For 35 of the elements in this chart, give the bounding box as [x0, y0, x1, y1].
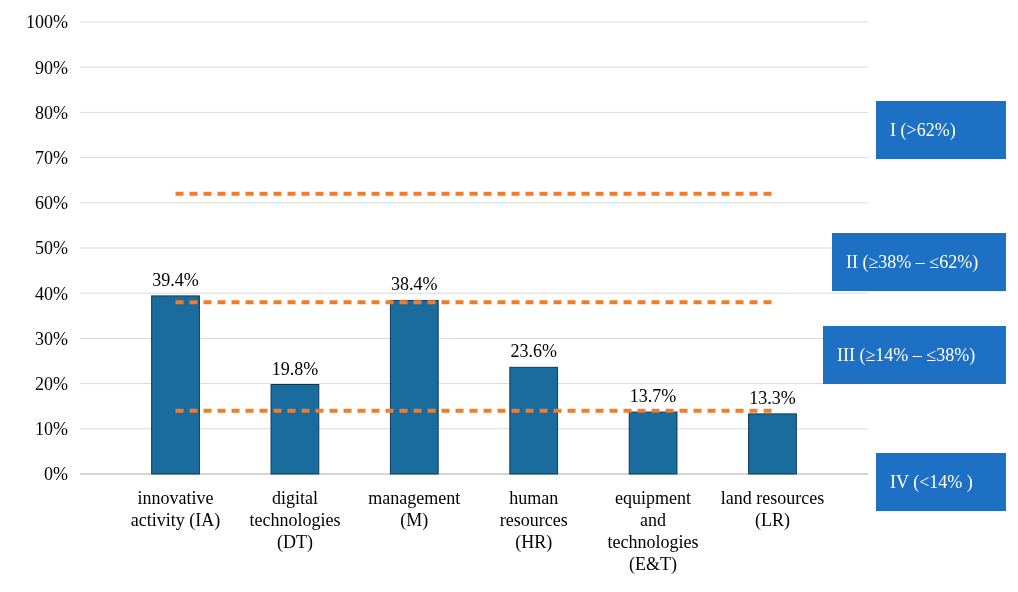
- bar: [270, 384, 320, 475]
- x-tick-label: innovative activity (IA): [130, 488, 221, 531]
- x-tick-label: equipment and technologies (E&T): [607, 488, 699, 575]
- label-box: I (>62%): [876, 101, 1006, 159]
- x-tick-label: digital technologies (DT): [249, 488, 341, 553]
- data-label: 13.7%: [629, 386, 677, 407]
- y-tick-label: 20%: [35, 373, 68, 394]
- y-tick-label: 10%: [35, 419, 68, 440]
- y-tick-label: 60%: [35, 193, 68, 214]
- bar: [509, 366, 559, 475]
- bar: [628, 411, 678, 475]
- label-box: II (≥38% – ≤62%): [832, 233, 1006, 291]
- y-tick-label: 70%: [35, 147, 68, 168]
- y-tick-label: 0%: [44, 464, 68, 485]
- y-tick-label: 90%: [35, 57, 68, 78]
- y-tick-label: 80%: [35, 102, 68, 123]
- x-tick-label: human resources (HR): [499, 488, 568, 553]
- y-tick-label: 100%: [26, 12, 68, 33]
- data-label: 19.8%: [271, 358, 319, 379]
- data-label: 39.4%: [152, 269, 199, 290]
- annotation: III (≥14% – ≤38%): [837, 345, 976, 367]
- x-tick-label: land resources (LR): [720, 488, 825, 531]
- y-tick-label: 50%: [35, 238, 68, 259]
- y-tick-label: 30%: [35, 328, 68, 349]
- label-box: III (≥14% – ≤38%): [823, 326, 1006, 384]
- y-tick-label: 40%: [35, 283, 68, 304]
- data-label: 13.3%: [749, 387, 796, 408]
- data-label: 38.4%: [391, 274, 438, 295]
- label-box: IV (<14% ): [876, 453, 1006, 511]
- bar: [389, 299, 439, 475]
- bar: [151, 295, 200, 475]
- data-label: 23.6%: [510, 341, 557, 362]
- x-tick-label: management (M): [368, 488, 461, 531]
- annotation: II (≥38% – ≤62%): [846, 252, 979, 274]
- bar: [748, 413, 797, 475]
